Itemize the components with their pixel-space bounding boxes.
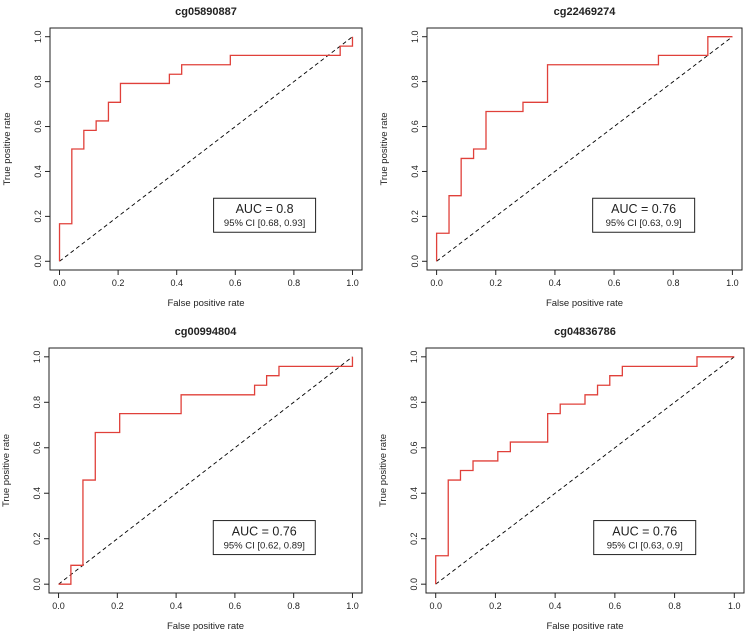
- auc-box-frame: [213, 197, 317, 233]
- y-tick-label: 0.4: [33, 165, 43, 178]
- roc-curve: [58, 36, 354, 262]
- x-tick-label: 1.0: [346, 601, 359, 611]
- roc-curve: [58, 356, 354, 585]
- chart-title: cg00994804: [175, 326, 238, 338]
- x-tick-label: 0.8: [667, 278, 680, 288]
- auc-value: AUC = 0.76: [612, 525, 677, 539]
- x-axis-label: False positive rate: [167, 298, 244, 309]
- x-tick-label: 0.6: [609, 601, 622, 611]
- x-tick-label: 1.0: [728, 601, 741, 611]
- y-tick-label: 1.0: [33, 30, 43, 43]
- x-axis-label: False positive rate: [546, 621, 623, 632]
- y-tick-label: 0.0: [410, 255, 420, 268]
- y-axis-label: True positive rate: [2, 112, 13, 185]
- auc-ci: 95% CI [0.63, 0.9]: [607, 541, 683, 552]
- chart-title: cg22469274: [554, 6, 617, 18]
- chart-title: cg05890887: [175, 6, 237, 18]
- auc-ci: 95% CI [0.63, 0.9]: [606, 218, 682, 229]
- y-tick-label: 0.8: [410, 75, 420, 88]
- y-tick-label: 0.6: [409, 442, 419, 455]
- x-tick-label: 0.2: [490, 278, 503, 288]
- y-tick-label: 0.2: [33, 210, 43, 223]
- y-tick-label: 1.0: [410, 30, 420, 43]
- chance-diagonal-line: [436, 36, 733, 262]
- x-tick-label: 0.4: [549, 601, 562, 611]
- auc-box: AUC = 0.76 95% CI [0.63, 0.9]: [593, 520, 697, 556]
- y-tick-label: 0.0: [409, 578, 419, 591]
- x-tick-label: 0.2: [111, 601, 124, 611]
- x-tick-label: 0.6: [608, 278, 621, 288]
- x-tick-label: 0.6: [229, 601, 242, 611]
- x-tick-label: 0.4: [170, 278, 183, 288]
- plot-frame: [49, 27, 363, 271]
- y-tick-label: 0.2: [410, 210, 420, 223]
- y-tick-label: 0.6: [32, 442, 42, 455]
- plot-frame: [48, 347, 363, 594]
- auc-value: AUC = 0.76: [611, 202, 676, 216]
- x-tick-label: 0.8: [288, 278, 301, 288]
- y-tick-label: 0.4: [409, 487, 419, 500]
- y-tick-label: 1.0: [32, 351, 42, 364]
- roc-curve: [435, 356, 735, 585]
- y-axis-label: True positive rate: [1, 434, 12, 507]
- auc-box-frame: [592, 197, 696, 233]
- y-axis-label: True positive rate: [378, 434, 389, 507]
- y-tick-label: 0.8: [409, 396, 419, 409]
- y-tick-label: 0.4: [32, 487, 42, 500]
- auc-box-frame: [212, 520, 316, 556]
- x-axis-label: False positive rate: [167, 621, 244, 632]
- y-tick-label: 0.0: [32, 578, 42, 591]
- x-tick-label: 0.6: [229, 278, 242, 288]
- y-tick-label: 0.8: [32, 396, 42, 409]
- y-tick-label: 0.2: [32, 532, 42, 545]
- x-tick-label: 0.8: [668, 601, 681, 611]
- auc-value: AUC = 0.8: [236, 202, 294, 216]
- y-tick-label: 0.2: [409, 532, 419, 545]
- x-axis-label: False positive rate: [546, 298, 623, 309]
- y-tick-label: 0.4: [410, 165, 420, 178]
- x-tick-label: 0.4: [549, 278, 562, 288]
- auc-box: AUC = 0.76 95% CI [0.63, 0.9]: [592, 197, 696, 233]
- x-tick-label: 0.0: [52, 601, 65, 611]
- chart-panel-2: cg22469274 0.0 0.2 0.4 0.6 0.8 1.0 0.0 0.2 0.4 0.6…: [379, 6, 743, 309]
- y-axis-label: True positive rate: [379, 112, 390, 185]
- x-tick-label: 0.0: [429, 601, 442, 611]
- chance-diagonal-line: [58, 356, 353, 585]
- chance-diagonal-line: [59, 36, 353, 262]
- x-tick-label: 1.0: [346, 278, 359, 288]
- y-tick-label: 1.0: [409, 351, 419, 364]
- y-tick-label: 0.6: [410, 120, 420, 133]
- plot-frame: [425, 347, 745, 594]
- auc-ci: 95% CI [0.68, 0.93]: [224, 218, 305, 229]
- chart-panel-3: cg00994804 0.0 0.2 0.4 0.6 0.8 1.0 0.0 0.2 0.4 0.6…: [1, 326, 363, 632]
- auc-box-frame: [593, 520, 697, 556]
- x-tick-label: 0.0: [53, 278, 66, 288]
- x-tick-label: 0.4: [170, 601, 183, 611]
- chart-panel-1: cg05890887 0.0 0.2 0.4 0.6 0.8 1.0 0.0 0.2 0.4 0.6…: [2, 6, 363, 309]
- y-tick-label: 0.0: [33, 255, 43, 268]
- chart-title: cg04836786: [554, 326, 616, 338]
- chart-panel-4: cg04836786 0.0 0.2 0.4 0.6 0.8 1.0 0.0 0.2 0.4 0.6…: [378, 326, 745, 632]
- x-tick-label: 0.8: [287, 601, 300, 611]
- auc-box: AUC = 0.76 95% CI [0.62, 0.89]: [212, 520, 316, 556]
- x-tick-label: 0.2: [112, 278, 125, 288]
- plot-frame: [426, 27, 743, 271]
- y-tick-label: 0.8: [33, 75, 43, 88]
- roc-curve: [435, 36, 733, 262]
- auc-value: AUC = 0.76: [232, 525, 297, 539]
- x-tick-label: 0.0: [430, 278, 443, 288]
- y-tick-label: 0.6: [33, 120, 43, 133]
- x-tick-label: 1.0: [726, 278, 739, 288]
- auc-box: AUC = 0.8 95% CI [0.68, 0.93]: [213, 197, 317, 233]
- auc-ci: 95% CI [0.62, 0.89]: [224, 541, 305, 552]
- x-tick-label: 0.2: [489, 601, 502, 611]
